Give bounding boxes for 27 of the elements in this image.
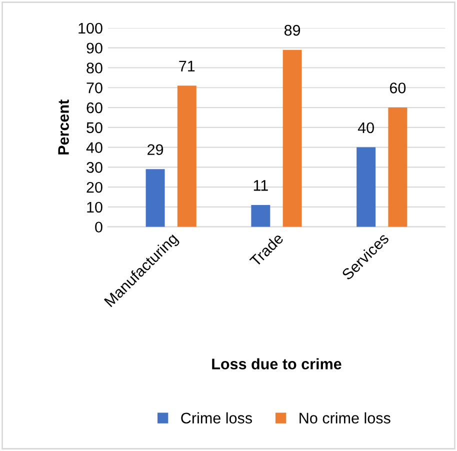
data-label: 60 bbox=[390, 82, 406, 94]
bar bbox=[388, 108, 408, 227]
legend-label: No crime loss bbox=[300, 412, 390, 424]
legend-label: Crime loss bbox=[181, 412, 252, 424]
bar bbox=[146, 169, 165, 227]
y-tick-label: 100 bbox=[78, 22, 102, 34]
y-tick-label: 10 bbox=[87, 202, 102, 213]
y-tick-label: 50 bbox=[86, 122, 102, 134]
data-label: 11 bbox=[254, 180, 268, 191]
y-axis-title: Percent bbox=[58, 100, 69, 154]
data-label: 29 bbox=[148, 144, 164, 156]
bar bbox=[356, 147, 376, 227]
data-label: 71 bbox=[179, 60, 195, 72]
y-tick-label: 20 bbox=[86, 182, 102, 193]
y-tick-label: 0 bbox=[95, 222, 102, 233]
y-tick-label: 60 bbox=[86, 102, 102, 114]
y-tick-label: 80 bbox=[86, 62, 102, 74]
x-axis-title: Loss due to crime bbox=[212, 358, 342, 370]
bar bbox=[251, 204, 270, 227]
data-label: 89 bbox=[284, 24, 300, 36]
data-label: 40 bbox=[358, 122, 374, 134]
bar bbox=[177, 86, 196, 227]
y-tick-label: 90 bbox=[86, 42, 102, 54]
y-tick-label: 30 bbox=[86, 162, 102, 173]
bar bbox=[282, 50, 302, 227]
y-tick-label: 70 bbox=[86, 82, 102, 94]
y-tick-label: 40 bbox=[86, 142, 102, 153]
